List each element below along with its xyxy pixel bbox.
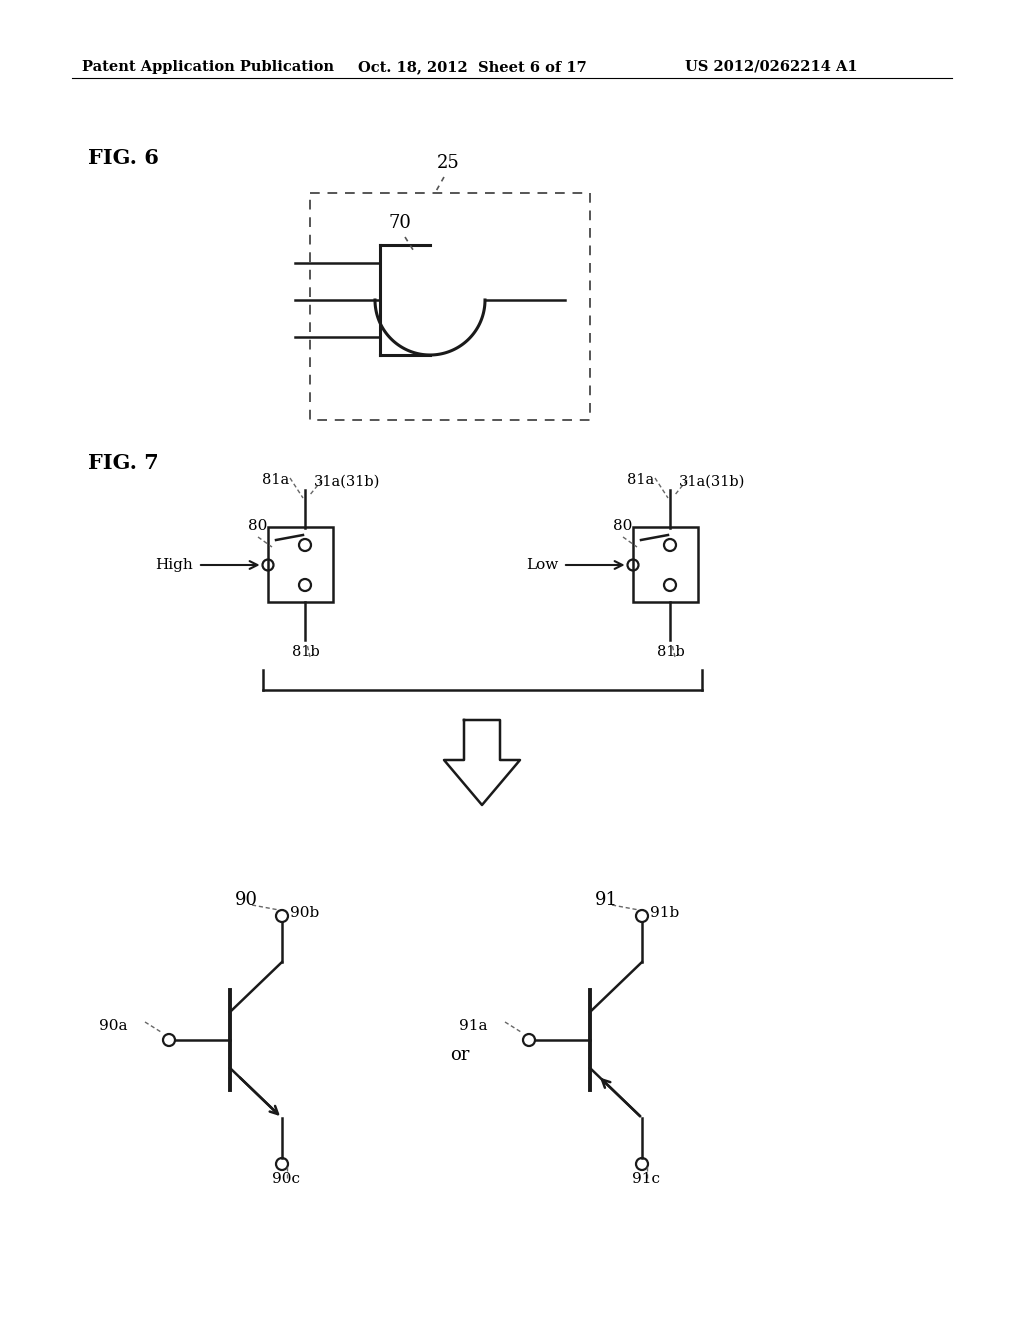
Text: Low: Low [525,558,558,572]
Text: High: High [156,558,193,572]
Text: 25: 25 [436,154,460,172]
Text: 80: 80 [248,519,267,533]
Text: 91b: 91b [650,906,679,920]
Text: 81b: 81b [657,645,685,659]
Text: 81a: 81a [262,473,289,487]
Text: 91c: 91c [632,1172,660,1185]
Text: 91a: 91a [459,1019,487,1034]
Text: Oct. 18, 2012  Sheet 6 of 17: Oct. 18, 2012 Sheet 6 of 17 [358,59,587,74]
Text: Patent Application Publication: Patent Application Publication [82,59,334,74]
Text: 31a(31b): 31a(31b) [314,475,380,488]
Bar [268,527,333,602]
Text: 90b: 90b [290,906,319,920]
Text: 90a: 90a [98,1019,127,1034]
Text: 91: 91 [595,891,618,909]
Text: 80: 80 [613,519,633,533]
Text: US 2012/0262214 A1: US 2012/0262214 A1 [685,59,858,74]
Text: 81a: 81a [627,473,654,487]
Bar [633,527,698,602]
Text: or: or [451,1045,470,1064]
Text: 70: 70 [388,214,412,232]
Text: 81b: 81b [292,645,319,659]
Text: 90c: 90c [272,1172,300,1185]
Text: 90: 90 [234,891,258,909]
Text: FIG. 7: FIG. 7 [88,453,159,473]
Text: FIG. 6: FIG. 6 [88,148,159,168]
Text: 31a(31b): 31a(31b) [679,475,745,488]
